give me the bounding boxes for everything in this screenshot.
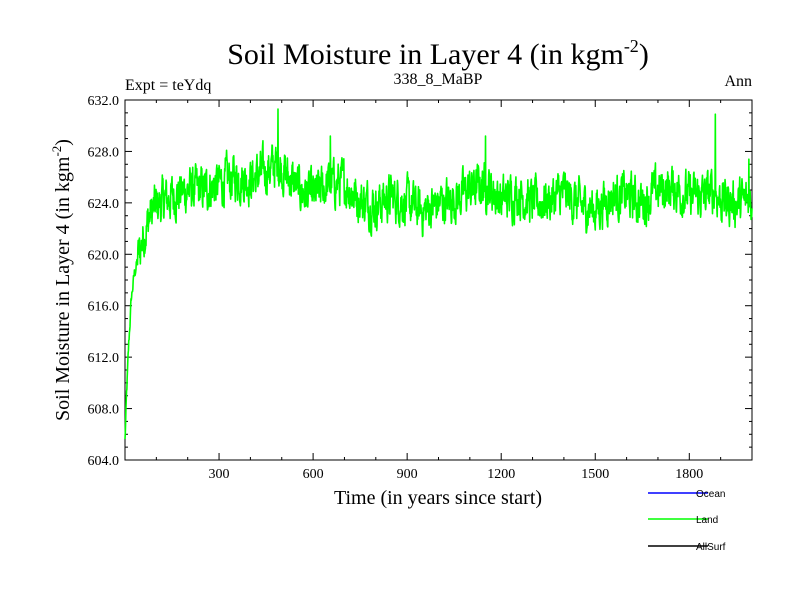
x-axis-label: Time (in years since start) <box>334 487 542 509</box>
y-axis-ticks: 604.0 608.0 612.0 616.0 620.0 624.0 628.0 632.0 <box>88 94 752 469</box>
y-tick-label: 628.0 <box>88 145 120 160</box>
subtitle-left: Expt = teYdq <box>125 77 211 94</box>
y-tick-label: 608.0 <box>88 403 120 418</box>
legend-label-allsurf: AllSurf <box>696 542 726 553</box>
y-tick-label: 620.0 <box>88 248 120 263</box>
x-tick-label: 1500 <box>581 467 609 482</box>
legend-label-land: Land <box>696 515 718 526</box>
chart-title-sup: -2 <box>624 36 639 56</box>
x-tick-label: 1200 <box>487 467 515 482</box>
series-layer <box>124 108 753 440</box>
legend-label-ocean: Ocean <box>696 489 725 500</box>
legend: Ocean Land AllSurf <box>648 489 726 553</box>
y-tick-label: 604.0 <box>88 454 120 469</box>
y-axis-label-sup: -2 <box>49 146 64 157</box>
y-axis-label-close: ) <box>52 139 74 146</box>
x-tick-label: 900 <box>397 467 418 482</box>
y-axis-label-main: Soil Moisture in Layer 4 (in kgm <box>52 156 74 421</box>
chart-title-main: Soil Moisture in Layer 4 (in kgm <box>227 38 624 71</box>
y-tick-label: 616.0 <box>88 300 120 315</box>
y-tick-label: 624.0 <box>88 197 120 212</box>
x-tick-label: 300 <box>209 467 230 482</box>
y-tick-label: 632.0 <box>88 94 120 109</box>
x-tick-label: 1800 <box>675 467 703 482</box>
series-line-land <box>124 108 753 440</box>
y-tick-label: 612.0 <box>88 351 120 366</box>
subtitle-center: 338_8_MaBP <box>394 71 483 88</box>
x-axis-ticks: 300 600 900 1200 1500 1800 <box>155 100 722 482</box>
chart-title: Soil Moisture in Layer 4 (in kgm-2) <box>227 36 649 71</box>
subtitle-right: Ann <box>724 73 752 90</box>
y-axis-label: Soil Moisture in Layer 4 (in kgm-2) <box>49 139 74 421</box>
x-tick-label: 600 <box>303 467 324 482</box>
plot-frame <box>124 99 753 461</box>
chart-title-close: ) <box>639 38 649 71</box>
